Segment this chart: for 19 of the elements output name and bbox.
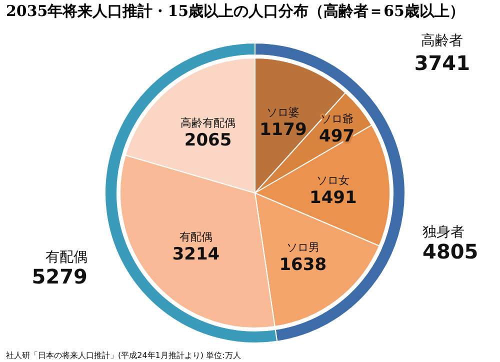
data-label: 3214: [172, 244, 220, 264]
slice-label: 有配偶: [45, 249, 88, 266]
data-label: 497: [319, 126, 355, 147]
slice-label: 高齢有配偶: [180, 116, 236, 130]
data-label: 1491: [309, 188, 357, 208]
slice-label: 有配偶: [179, 230, 212, 244]
text: 社人研「日本の将来人口推計」(平成24年1月推計より) 単位:万人: [6, 350, 241, 361]
data-label: 1638: [279, 254, 327, 275]
data-label: 4805: [422, 240, 478, 264]
data-label: 5279: [32, 264, 88, 288]
data-label: 2065: [184, 130, 232, 150]
text: 高齢者 3741: [414, 32, 470, 75]
slice-label: 独身者: [422, 224, 465, 241]
chart-title: 2035年将来人口推計・15歳以上の人口分布（高齢者＝65歳以上）: [6, 2, 464, 21]
slice-label: ソロ婆: [266, 106, 300, 119]
slice-label: ソロ女: [316, 174, 350, 188]
slice-label: ソロ爺: [320, 112, 354, 126]
slice-label: ソロ男: [286, 240, 320, 254]
data-label: 1179: [259, 120, 307, 140]
